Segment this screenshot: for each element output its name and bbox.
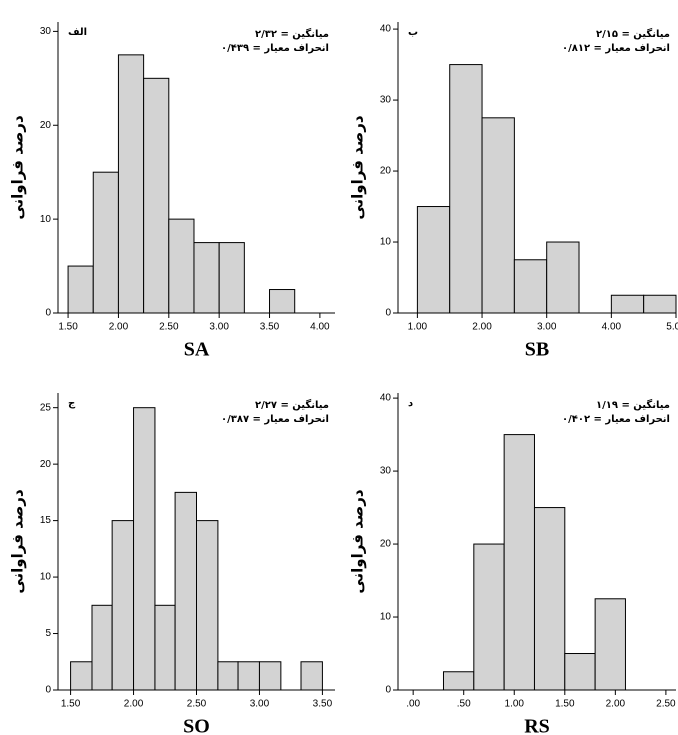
y-tick-label: 20 [40, 459, 52, 470]
stat-annotation: میانگین = ۲/۳۲ [255, 27, 329, 40]
histogram-bar [111, 520, 135, 691]
x-tick-label: 3.00 [209, 322, 229, 333]
x-tick-label: 2.50 [187, 699, 207, 710]
y-tick-label: 0 [385, 685, 391, 696]
stat-annotation: انحراف معیار = ۰/۸۱۲ [562, 43, 670, 54]
x-tick-label: 2.50 [656, 699, 676, 710]
x-tick-label: 2.00 [606, 699, 626, 710]
y-tick-label: 0 [385, 308, 391, 319]
histogram-bar [143, 77, 170, 314]
panel-label: الف [68, 27, 87, 38]
histogram-bar [237, 661, 260, 691]
x-tick-label: 1.50 [58, 322, 78, 333]
histogram-bar [67, 265, 94, 314]
x-tick-label: .00 [406, 699, 420, 710]
histogram-bar [300, 661, 323, 691]
x-tick-label: 4.00 [310, 322, 330, 333]
x-tick-label: 3.00 [537, 322, 557, 333]
y-tick-label: 5 [45, 628, 51, 639]
histogram-bar [168, 218, 195, 314]
histogram-bar [258, 661, 282, 691]
x-tick-label: 1.50 [555, 699, 575, 710]
y-axis-label: درصد فراوانی [349, 115, 367, 220]
y-tick-label: 10 [380, 612, 392, 623]
stat-annotation: میانگین = ۲/۱۵ [596, 27, 670, 40]
x-tick-label: 2.00 [109, 322, 129, 333]
histogram-bar [564, 653, 596, 691]
y-tick-label: 30 [380, 466, 392, 477]
y-tick-label: 0 [45, 308, 51, 319]
y-tick-label: 10 [380, 237, 392, 248]
histogram-bar [217, 661, 239, 691]
y-axis-label: درصد فراوانی [9, 489, 27, 594]
x-axis-label: SO [183, 716, 210, 735]
histogram-bar [481, 117, 515, 314]
y-tick-label: 40 [380, 24, 392, 35]
histogram-bar [416, 206, 451, 314]
y-tick-label: 20 [380, 166, 392, 177]
x-tick-label: 1.00 [505, 699, 525, 710]
histogram-bar [594, 598, 626, 691]
histogram-bar [533, 507, 566, 691]
x-tick-label: 3.00 [250, 699, 270, 710]
histogram-bar [154, 604, 176, 691]
stat-annotation: میانگین = ۲/۲۷ [255, 398, 329, 411]
y-tick-label: 25 [40, 402, 52, 413]
y-tick-label: 30 [380, 95, 392, 106]
histogram-bar [269, 289, 296, 314]
histogram-bar [473, 543, 505, 691]
histogram-bar [503, 434, 535, 691]
y-tick-label: 0 [45, 685, 51, 696]
x-axis-label: RS [524, 716, 550, 735]
x-tick-label: 2.00 [472, 322, 492, 333]
histogram-bar [442, 671, 475, 691]
histogram-bar [449, 64, 483, 314]
y-tick-label: 10 [40, 572, 52, 583]
histogram-bar [513, 259, 548, 314]
histogram-bar [196, 520, 219, 691]
histogram-bar [133, 407, 156, 691]
x-axis-label: SA [184, 339, 210, 361]
x-tick-label: 5.00 [666, 322, 678, 333]
stat-annotation: انحراف معیار = ۰/۳۸۷ [221, 414, 329, 425]
histogram-bar [546, 241, 580, 314]
histogram-bar [193, 242, 220, 314]
y-tick-label: 20 [380, 539, 392, 550]
x-tick-label: 3.50 [313, 699, 333, 710]
x-tick-label: .50 [457, 699, 471, 710]
y-tick-label: 40 [380, 393, 392, 404]
histogram-bar [218, 242, 245, 314]
stat-annotation: میانگین = ۱/۱۹ [596, 398, 670, 411]
x-tick-label: 2.50 [159, 322, 179, 333]
x-tick-label: 2.00 [124, 699, 144, 710]
x-tick-label: 1.50 [61, 699, 81, 710]
y-axis-label: درصد فراوانی [349, 489, 367, 594]
y-tick-label: 20 [40, 120, 52, 131]
histogram-bar [91, 604, 113, 691]
x-tick-label: 4.00 [602, 322, 622, 333]
panel-label: ب [408, 27, 418, 38]
y-tick-label: 30 [40, 26, 52, 37]
stat-annotation: انحراف معیار = ۰/۴۳۹ [221, 43, 329, 54]
x-axis-label: SB [525, 339, 549, 361]
x-tick-label: 1.00 [408, 322, 428, 333]
histogram-bar [643, 294, 677, 314]
histogram-bar [610, 294, 645, 314]
y-tick-label: 10 [40, 214, 52, 225]
histogram-bar [92, 171, 119, 314]
panel-label: ج [68, 398, 76, 409]
y-axis-label: درصد فراوانی [9, 115, 27, 220]
y-tick-label: 15 [40, 515, 52, 526]
histogram-bar [70, 661, 93, 691]
histogram-bar [174, 491, 198, 691]
stat-annotation: انحراف معیار = ۰/۴۰۲ [562, 414, 670, 425]
panel-label: د [408, 398, 413, 409]
x-tick-label: 3.50 [260, 322, 280, 333]
histogram-bar [117, 54, 145, 314]
